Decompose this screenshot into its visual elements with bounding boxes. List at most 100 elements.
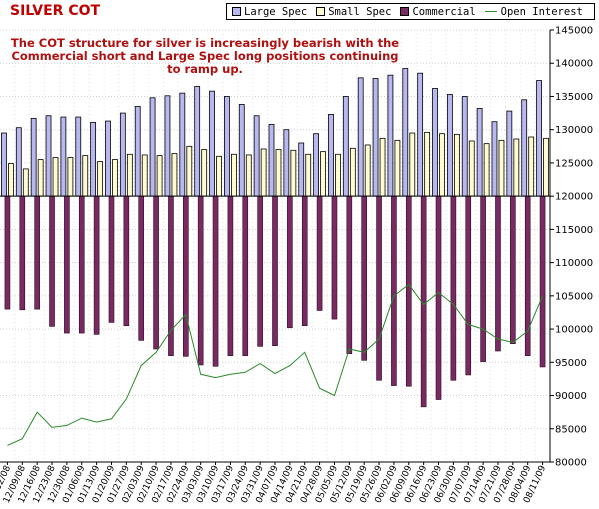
bar-commercial xyxy=(465,195,472,376)
bar-large-spec xyxy=(357,77,364,197)
bar-large-spec xyxy=(417,72,424,197)
legend-swatch-commercial xyxy=(400,7,410,16)
bar-small-spec xyxy=(156,155,163,197)
bar-small-spec xyxy=(37,159,44,197)
bar-small-spec xyxy=(543,137,549,197)
bar-large-spec xyxy=(60,116,67,197)
bar-commercial xyxy=(123,195,130,327)
bar-large-spec xyxy=(194,86,201,197)
y-tick-label: 140000 xyxy=(555,59,593,70)
bar-large-spec xyxy=(387,74,394,197)
bar-small-spec xyxy=(186,145,193,197)
bar-commercial xyxy=(435,195,442,400)
bar-small-spec xyxy=(245,154,252,197)
bar-large-spec xyxy=(224,96,230,197)
bar-large-spec xyxy=(30,117,37,197)
series-line-open-interest xyxy=(7,283,544,446)
chart-legend: Large Spec Small Spec Commercial Open In… xyxy=(226,3,595,20)
chart-annotation: The COT structure for silver is increasi… xyxy=(0,37,410,76)
bar-large-spec xyxy=(75,116,82,197)
bar-commercial xyxy=(49,195,55,327)
bar-commercial xyxy=(227,195,234,356)
y-tick-label: 135000 xyxy=(555,92,593,103)
bar-large-spec xyxy=(298,142,305,197)
bar-commercial xyxy=(64,195,70,334)
y-tick-label: 80000 xyxy=(555,458,587,469)
bar-large-spec xyxy=(179,92,186,197)
legend-swatch-open-interest xyxy=(484,11,497,12)
bar-large-spec xyxy=(506,110,513,197)
bar-commercial xyxy=(93,195,100,335)
bar-small-spec xyxy=(364,144,371,197)
bar-small-spec xyxy=(483,143,490,197)
y-tick-label: 145000 xyxy=(555,26,593,37)
bar-small-spec xyxy=(290,149,297,197)
bar-large-spec xyxy=(432,88,438,197)
legend-swatch-large-spec xyxy=(232,7,241,16)
bar-large-spec xyxy=(491,121,498,197)
bar-small-spec xyxy=(141,154,148,197)
legend-label-large-spec: Large Spec xyxy=(244,5,308,18)
bar-commercial xyxy=(257,195,263,347)
annotation-line: Commercial short and Large Spec long pos… xyxy=(11,49,399,63)
legend-label-open-interest: Open Interest xyxy=(500,5,583,18)
bar-small-spec xyxy=(231,153,237,197)
legend-item-small-spec: Small Spec xyxy=(316,6,391,18)
bar-small-spec xyxy=(335,153,341,197)
bar-large-spec xyxy=(164,95,171,197)
bar-small-spec xyxy=(201,149,208,197)
bar-commercial xyxy=(34,195,40,310)
bar-large-spec xyxy=(536,80,542,197)
chart-title: SILVER COT xyxy=(10,3,101,19)
y-tick-label: 110000 xyxy=(555,258,593,269)
bar-small-spec xyxy=(424,131,431,197)
bar-small-spec xyxy=(439,133,445,197)
legend-item-commercial: Commercial xyxy=(400,5,476,18)
bar-commercial xyxy=(450,195,457,381)
bar-commercial xyxy=(391,195,397,386)
bar-commercial xyxy=(108,195,115,323)
bar-commercial xyxy=(361,195,367,361)
bar-commercial xyxy=(524,195,531,356)
bar-large-spec xyxy=(1,132,7,197)
bar-small-spec xyxy=(528,136,535,197)
bar-small-spec xyxy=(513,138,520,197)
bar-commercial xyxy=(480,195,486,362)
bar-small-spec xyxy=(126,153,133,197)
bar-small-spec xyxy=(379,137,386,197)
y-tick-label: 85000 xyxy=(555,424,587,435)
bar-commercial xyxy=(138,195,145,341)
bar-commercial xyxy=(510,195,516,344)
bar-commercial xyxy=(153,195,159,350)
y-tick-label: 95000 xyxy=(555,358,587,369)
bar-commercial xyxy=(78,195,85,334)
bar-commercial xyxy=(168,195,174,356)
y-tick-label: 105000 xyxy=(555,291,593,302)
bar-large-spec xyxy=(105,120,111,197)
bar-small-spec xyxy=(349,147,356,197)
bar-large-spec xyxy=(15,127,22,197)
legend-label-commercial: Commercial xyxy=(412,5,476,18)
bar-commercial xyxy=(405,195,412,387)
bar-large-spec xyxy=(446,94,453,197)
bar-small-spec xyxy=(409,132,416,197)
bar-small-spec xyxy=(8,163,14,197)
y-tick-label: 120000 xyxy=(555,192,593,203)
bar-large-spec xyxy=(134,106,141,197)
bar-large-spec xyxy=(238,104,245,197)
bar-small-spec xyxy=(52,157,59,197)
bar-commercial xyxy=(331,195,338,320)
bar-large-spec xyxy=(313,133,319,197)
y-tick-label: 115000 xyxy=(555,225,593,236)
bar-small-spec xyxy=(22,168,29,197)
legend-item-large-spec: Large Spec xyxy=(232,6,307,18)
bar-large-spec xyxy=(119,112,126,197)
annotation-line: to ramp up. xyxy=(167,62,243,76)
bar-large-spec xyxy=(253,115,260,197)
bar-commercial xyxy=(539,195,546,368)
y-tick-label: 130000 xyxy=(555,125,593,136)
bar-commercial xyxy=(242,195,249,356)
bar-small-spec xyxy=(305,153,312,197)
